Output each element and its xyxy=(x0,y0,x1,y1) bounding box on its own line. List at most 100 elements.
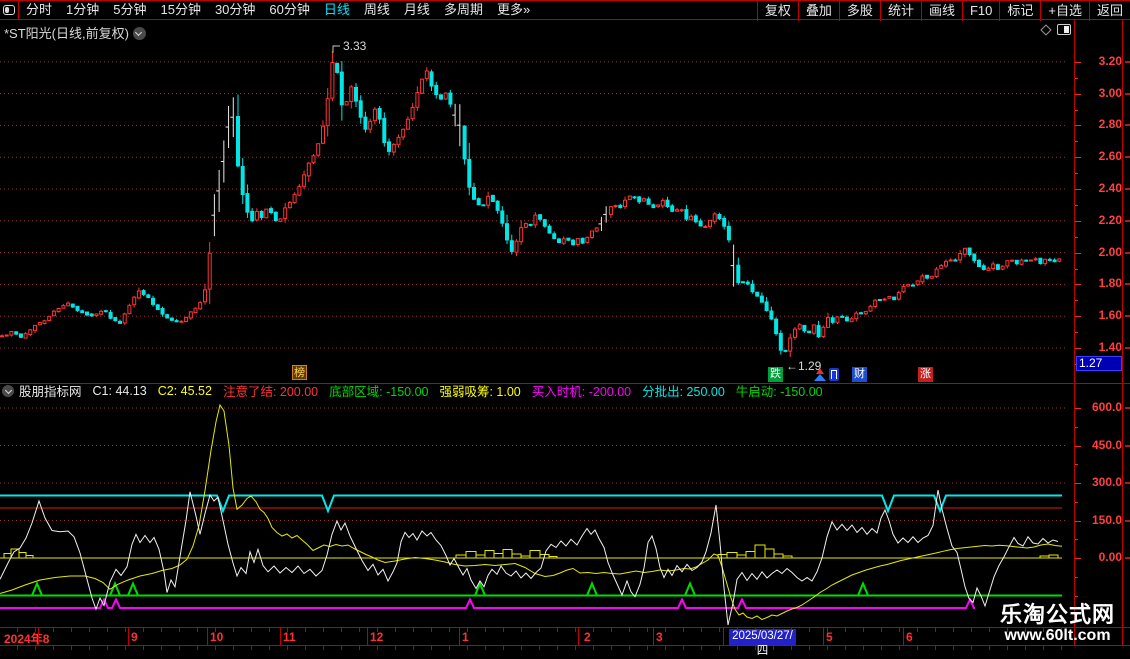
price-tick-label: 1.40 xyxy=(1098,340,1122,354)
month-label: 12 xyxy=(370,630,384,644)
month-separator xyxy=(128,628,129,646)
price-tick xyxy=(1075,189,1081,190)
indicator-dash xyxy=(1125,444,1130,447)
indicator-tick-label: 0.00 xyxy=(1098,550,1122,564)
price-tick-label: 2.20 xyxy=(1098,212,1122,227)
menu-item-tool-4[interactable]: 画线 xyxy=(920,1,962,21)
price-dash xyxy=(1125,347,1130,349)
menu-item-period-3[interactable]: 15分钟 xyxy=(160,2,201,17)
chevron-down-icon[interactable] xyxy=(2,384,14,397)
price-tick-label: 2.40 xyxy=(1098,181,1122,195)
menu-item-period-8[interactable]: 月线 xyxy=(403,2,430,17)
price-tick xyxy=(1075,125,1081,127)
menu-item-period-2[interactable]: 5分钟 xyxy=(113,2,147,17)
timeline-ticks xyxy=(0,628,1074,632)
price-tick xyxy=(1075,220,1081,222)
indicator-tick xyxy=(1075,408,1081,409)
menu-item-tool-0[interactable]: 复权 xyxy=(756,1,798,21)
price-tick-label: 3.20 xyxy=(1098,53,1122,68)
month-label: 3 xyxy=(656,630,663,644)
indicator-minor-tick xyxy=(1075,464,1078,466)
month-label: 10 xyxy=(210,630,224,644)
menu-item-tool-2[interactable]: 多股 xyxy=(838,1,880,21)
candles-halt xyxy=(211,97,735,287)
finance-badge[interactable]: 财 xyxy=(852,367,867,382)
menu-item-tool-8[interactable]: 返回 xyxy=(1088,1,1130,21)
app-layout-icon-cell[interactable] xyxy=(0,1,19,19)
month-separator xyxy=(578,628,579,646)
menu-item-period-9[interactable]: 多周期 xyxy=(443,2,483,17)
indicator-tick-label: 450.0 xyxy=(1091,437,1122,452)
price-tick xyxy=(1075,284,1081,286)
rise-badge[interactable]: 涨 xyxy=(918,367,933,382)
menu-item-period-10[interactable]: 更多» xyxy=(496,2,531,17)
month-separator xyxy=(653,628,654,646)
month-separator xyxy=(280,628,281,646)
sell-batches-line xyxy=(0,494,1062,514)
fall-badge[interactable]: 跌 xyxy=(768,367,783,382)
menu-item-tool-7[interactable]: +自选 xyxy=(1040,1,1089,21)
watermark: 乐淘公式网 www.60lt.com xyxy=(985,597,1130,645)
month-separator xyxy=(903,628,904,646)
watermark-site-url: www.60lt.com xyxy=(1004,627,1111,644)
month-separator xyxy=(367,628,368,646)
panel-layout-icon xyxy=(3,5,15,15)
menu-item-period-6[interactable]: 日线 xyxy=(323,2,350,17)
price-tick xyxy=(1075,252,1081,254)
price-tick-label: 2.00 xyxy=(1098,244,1122,259)
menu-item-period-1[interactable]: 1分钟 xyxy=(66,2,100,17)
month-label: 11 xyxy=(283,630,296,644)
right-frame-line xyxy=(1122,20,1123,646)
menu-item-period-0[interactable]: 分时 xyxy=(26,2,53,17)
indicator-dash xyxy=(1125,519,1130,522)
month-separator xyxy=(207,628,208,646)
indicator-dash xyxy=(1125,407,1130,409)
price-tick xyxy=(1075,316,1081,318)
price-tick-label: 2.60 xyxy=(1098,149,1122,164)
indicator-dash xyxy=(1125,482,1130,484)
indicator-tick-label: 600.0 xyxy=(1091,400,1122,414)
rank-badge[interactable]: 榜 xyxy=(292,365,307,380)
series-C1 xyxy=(0,489,1059,626)
indicator-chart[interactable] xyxy=(0,397,1130,627)
indicator-minor-tick xyxy=(1075,501,1078,503)
menu-item-period-5[interactable]: 60分钟 xyxy=(269,2,310,17)
top-menu-bar: 分时 1分钟 5分钟 15分钟 30分钟 60分钟 日线 周线 月线 多周期 更多» 复权 叠加 多股统… xyxy=(0,0,1130,21)
mountain-logo-icon[interactable] xyxy=(813,368,827,382)
menu-item-tool-1[interactable]: 叠加 xyxy=(797,1,839,21)
indicator-tick-label: 150.0 xyxy=(1091,512,1122,527)
indicator-header-item-2: C2: 45.52 xyxy=(157,383,212,398)
menu-item-period-4[interactable]: 30分钟 xyxy=(214,2,256,17)
menu-item-tool-3[interactable]: 统计 xyxy=(879,1,921,21)
price-dash xyxy=(1125,124,1130,127)
panel-separator xyxy=(0,383,1130,384)
indicator-minor-tick xyxy=(1075,426,1078,428)
price-minor-tick xyxy=(1075,236,1078,238)
gate-logo-icon[interactable] xyxy=(829,368,839,381)
indicator-header: 股朋指标网 C1: 44.13 C2: 45.52 注意了结: 200.00 底部区域:… xyxy=(2,383,834,399)
indicator-header-item-5: 强弱吸筹: 1.00 xyxy=(439,385,521,399)
split-view-icon[interactable] xyxy=(1057,24,1071,35)
menu-item-tool-6[interactable]: 标记 xyxy=(999,1,1040,21)
menu-item-tool-5[interactable]: F10 xyxy=(961,1,999,21)
price-minor-tick xyxy=(1075,141,1078,143)
chevron-down-icon[interactable] xyxy=(132,27,146,40)
timeline-axis: 2024年8 2025/03/27/四 9 10 11 12 1 2 3 5 6 xyxy=(0,627,1130,657)
price-tick-label: 1.60 xyxy=(1098,308,1122,323)
price-minor-tick xyxy=(1075,204,1078,206)
tools-menu: 复权 叠加 多股 统计 画线 F10 标记 +自选 返回 xyxy=(756,1,1130,21)
chart-title-text: *ST阳光(日线,前复权) xyxy=(4,26,129,41)
price-dash xyxy=(1125,156,1130,159)
price-tick-label: 3.00 xyxy=(1098,85,1122,100)
indicator-minor-tick xyxy=(1075,614,1078,616)
indicator-header-item-4: 底部区域: -150.00 xyxy=(329,385,429,399)
candlestick-chart[interactable]: 3.33 ←1.29 xyxy=(0,40,1130,383)
diamond-icon[interactable] xyxy=(1040,24,1052,36)
indicator-header-item-1: C1: 44.13 xyxy=(92,383,147,398)
indicator-minor-tick xyxy=(1075,539,1078,541)
indicator-dash xyxy=(1125,557,1130,559)
price-dash xyxy=(1125,60,1130,63)
month-label: 9 xyxy=(131,630,138,644)
menu-item-period-7[interactable]: 周线 xyxy=(363,2,390,17)
price-tick xyxy=(1075,348,1081,349)
